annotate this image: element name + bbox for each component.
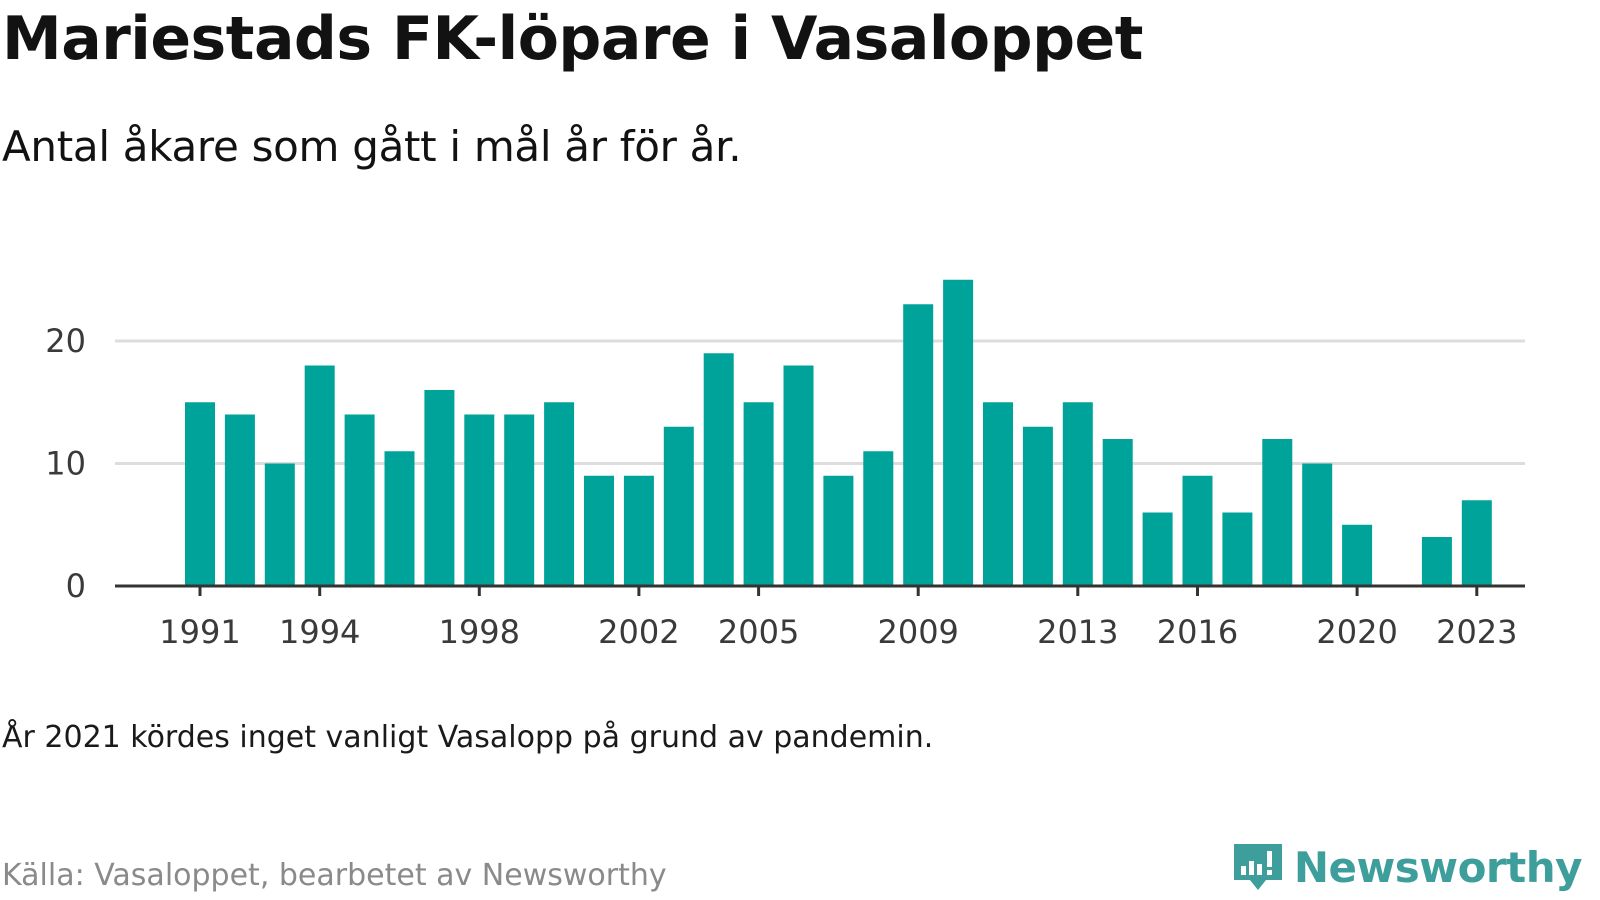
bar-1999 xyxy=(504,414,535,586)
bar-2007 xyxy=(823,475,854,586)
x-tick-label: 2023 xyxy=(1436,613,1517,651)
bar-2011 xyxy=(983,402,1013,586)
bar-2017 xyxy=(1222,512,1253,586)
x-tick-label: 2020 xyxy=(1316,613,1397,651)
axes: 0 10 20 1991 1994 1998 2002 2005 2009 2013 2016 202… xyxy=(45,322,1525,651)
bar-2022 xyxy=(1421,537,1452,586)
x-tick-label: 2009 xyxy=(877,613,958,651)
bar-2018 xyxy=(1262,439,1293,586)
x-tick-label: 1991 xyxy=(159,613,240,651)
chart-title: Mariestads FK-löpare i Vasaloppet xyxy=(2,4,1143,74)
bar-2008 xyxy=(863,451,894,586)
bar-1995 xyxy=(344,414,375,586)
bar-2013 xyxy=(1062,402,1093,586)
bar-2004 xyxy=(703,353,734,586)
bars xyxy=(185,279,1492,586)
bar-1993 xyxy=(264,463,295,586)
x-tick-label: 1994 xyxy=(279,613,360,651)
x-tick-label: 1998 xyxy=(439,613,520,651)
bar-1996 xyxy=(384,451,415,586)
newsworthy-logo-icon xyxy=(1233,844,1282,890)
newsworthy-logo: Newsworthy xyxy=(1232,842,1583,892)
bar-2005 xyxy=(743,402,774,586)
bar-2019 xyxy=(1302,463,1333,586)
chart-subtitle: Antal åkare som gått i mål år för år. xyxy=(2,122,742,171)
bar-1997 xyxy=(424,390,455,586)
bar-2002 xyxy=(623,475,654,586)
bar-2014 xyxy=(1102,439,1133,586)
bar-1998 xyxy=(464,414,495,586)
bar-2016 xyxy=(1182,475,1213,586)
bar-1994 xyxy=(304,365,335,586)
source-text: Källa: Vasaloppet, bearbetet av Newswort… xyxy=(2,858,667,893)
bar-2001 xyxy=(584,475,614,586)
bar-1991 xyxy=(185,402,215,586)
bar-2009 xyxy=(903,304,934,586)
bar-2023 xyxy=(1461,500,1492,586)
x-tick-label: 2002 xyxy=(598,613,679,651)
bar-2020 xyxy=(1342,524,1373,586)
x-tick-label: 2005 xyxy=(718,613,799,651)
brand-name: Newsworthy xyxy=(1293,842,1583,892)
footnote: År 2021 kördes inget vanligt Vasalopp på… xyxy=(2,720,934,755)
bar-2010 xyxy=(943,279,974,586)
bar-2000 xyxy=(544,402,575,586)
x-tick-label: 2016 xyxy=(1157,613,1238,651)
bar-1992 xyxy=(224,414,255,586)
x-tick-label: 2013 xyxy=(1037,613,1118,651)
bar-chart: 0 10 20 1991 1994 1998 2002 2005 2009 2013 2016 202… xyxy=(45,279,1525,651)
bar-2003 xyxy=(663,426,694,586)
y-tick-label: 20 xyxy=(45,322,86,360)
y-tick-label: 0 xyxy=(66,567,86,605)
bar-2012 xyxy=(1022,426,1053,586)
y-tick-label: 10 xyxy=(45,445,86,483)
bar-2015 xyxy=(1142,512,1173,586)
bar-2006 xyxy=(783,365,814,586)
